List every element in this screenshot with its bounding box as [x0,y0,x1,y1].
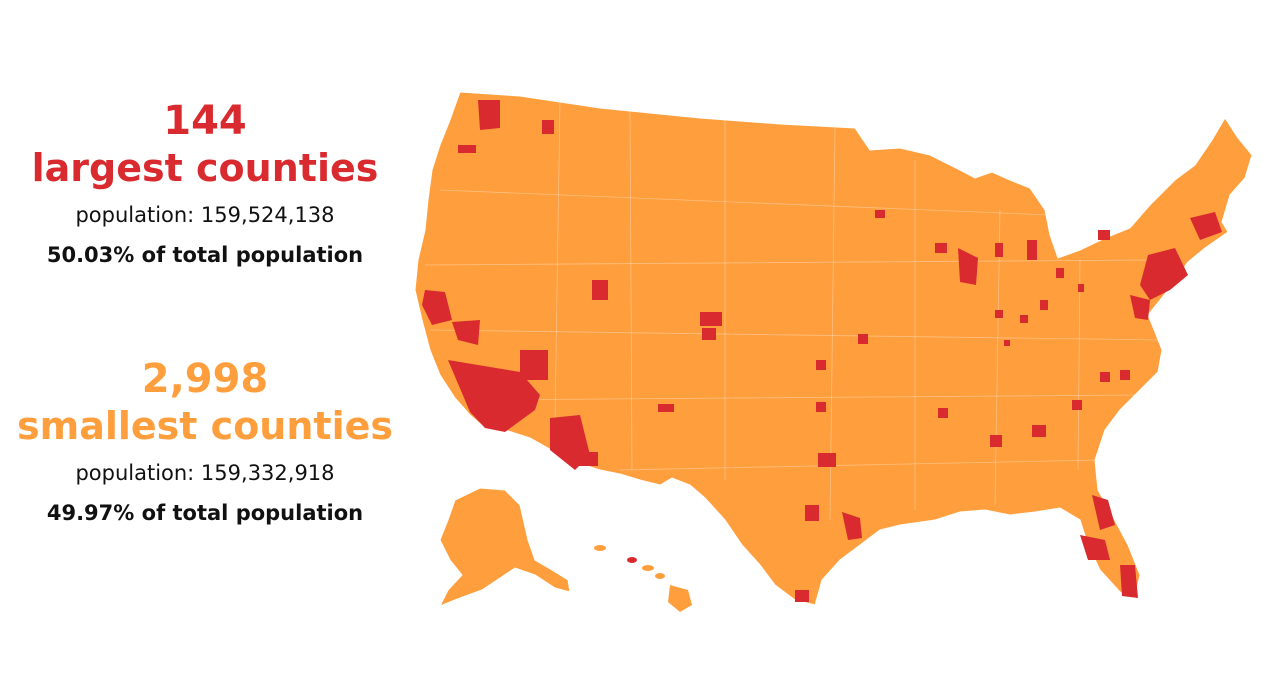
alaska-region [438,487,571,607]
hawaii-region [594,545,692,612]
smallest-count: 2,998 [141,356,269,402]
smallest-counties-block: 2,998 smallest counties population: 159,… [0,356,410,530]
largest-population: population: 159,524,138 [75,203,335,227]
largest-counties-block: 144 largest counties population: 159,524… [0,98,410,272]
largest-share: 50.03% of total population [46,243,364,267]
largest-label: largest counties [31,146,379,190]
contiguous-us-region [414,91,1253,606]
smallest-population: population: 159,332,918 [75,461,335,485]
largest-counties-highlight [422,100,1222,602]
county-grid-lines [424,99,1161,521]
us-map-svg [414,91,1253,612]
smallest-share: 49.97% of total population [46,501,364,525]
largest-count: 144 [163,98,247,144]
us-county-map [405,90,1265,620]
smallest-label: smallest counties [16,404,393,448]
